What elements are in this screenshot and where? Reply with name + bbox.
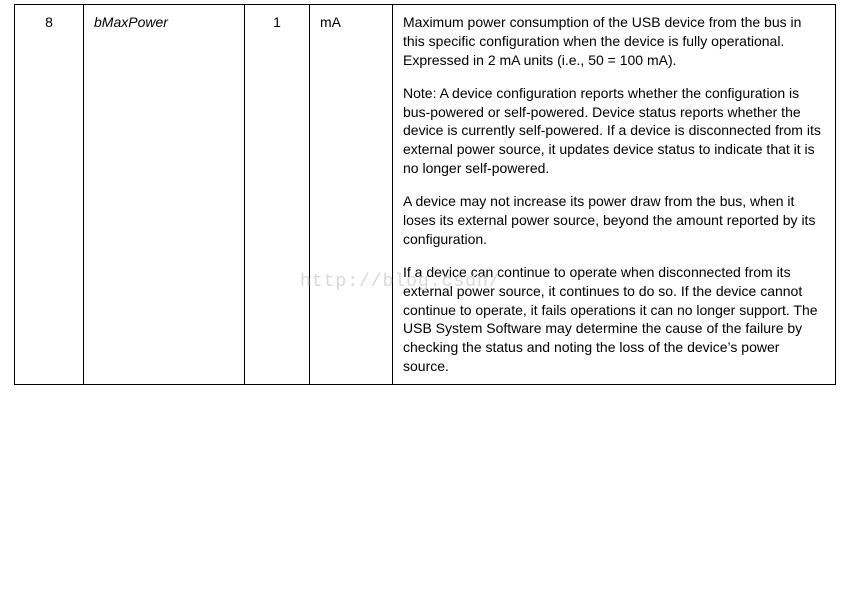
table-row: 8 bMaxPower 1 mA Maximum power consumpti… [15,5,836,385]
cell-offset: 8 [15,5,84,385]
desc-paragraph: A device may not increase its power draw… [403,192,825,249]
desc-paragraph: If a device can continue to operate when… [403,263,825,376]
spec-table: 8 bMaxPower 1 mA Maximum power consumpti… [14,4,836,385]
cell-description: Maximum power consumption of the USB dev… [393,5,836,385]
desc-paragraph: Maximum power consumption of the USB dev… [403,13,825,70]
cell-field: bMaxPower [84,5,245,385]
cell-unit: mA [310,5,393,385]
desc-paragraph: Note: A device configuration reports whe… [403,84,825,178]
cell-size: 1 [245,5,310,385]
